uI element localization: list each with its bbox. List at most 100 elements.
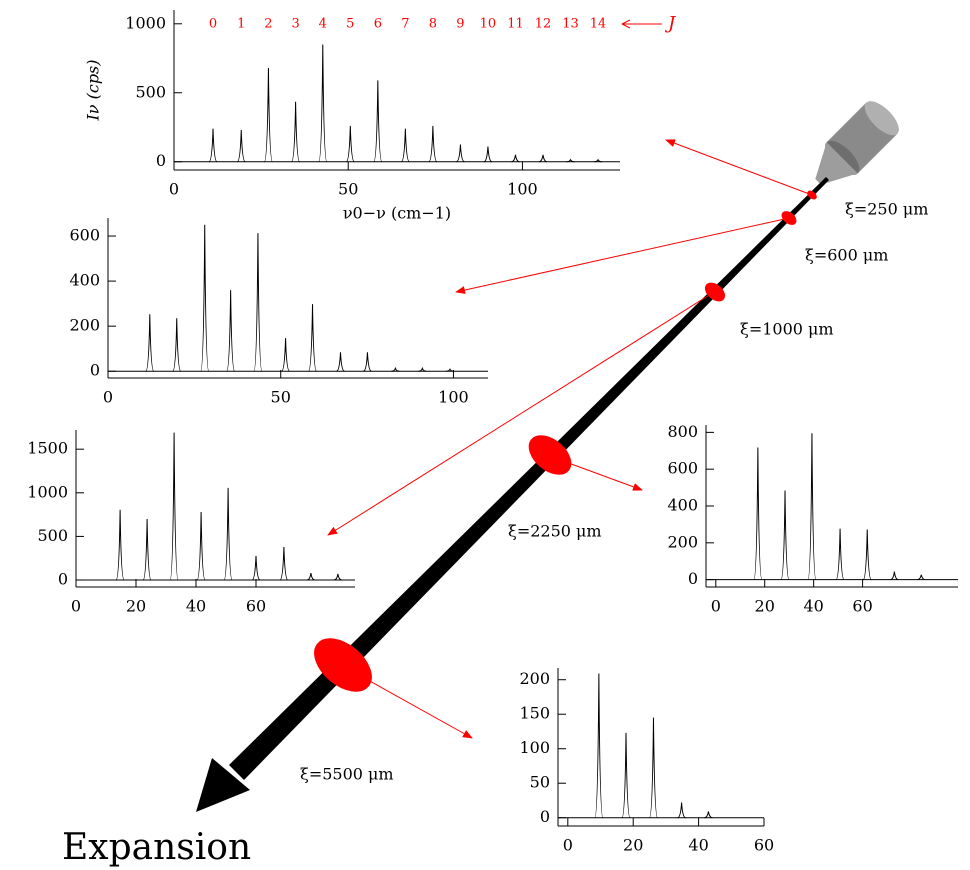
- peak-label: 7: [401, 17, 409, 32]
- peak: [281, 338, 290, 372]
- peak: [704, 811, 713, 819]
- y-tick-label: 200: [667, 532, 698, 551]
- position-label: ξ=600 μm: [805, 246, 888, 265]
- position-label: ξ=5500 μm: [300, 765, 394, 784]
- x-tick-label: 0: [103, 388, 113, 407]
- peak-label: 6: [374, 17, 382, 32]
- peak: [418, 366, 427, 372]
- peak: [308, 304, 318, 372]
- peak: [483, 146, 493, 163]
- peak: [456, 144, 465, 163]
- peak: [401, 128, 410, 163]
- peak: [391, 366, 400, 372]
- peak: [226, 290, 236, 372]
- peak: [345, 125, 355, 163]
- peak: [172, 318, 182, 372]
- peak: [291, 101, 301, 163]
- y-tick-label: 200: [69, 316, 100, 335]
- y-tick-label: 0: [90, 361, 100, 380]
- peak-label-name: J: [664, 13, 677, 34]
- peak-label: 14: [590, 17, 607, 32]
- peak: [336, 352, 345, 372]
- expansion-axis: [229, 177, 829, 780]
- peak: [236, 129, 246, 163]
- x-tick-label: 50: [338, 180, 358, 199]
- y-tick-label: 0: [156, 151, 166, 170]
- peak: [208, 128, 218, 163]
- y-tick-label: 1500: [27, 439, 68, 458]
- peak: [142, 518, 152, 581]
- peak-label: 13: [562, 17, 579, 32]
- peak: [279, 546, 289, 581]
- x-tick-label: 100: [507, 180, 538, 199]
- peak: [917, 574, 926, 581]
- nozzle: [815, 101, 899, 185]
- peak-label: 3: [291, 17, 299, 32]
- position-label: ξ=1000 μm: [740, 320, 834, 339]
- x-tick-label: 40: [688, 836, 708, 855]
- expansion-arrowhead: [196, 758, 250, 812]
- peak: [253, 233, 263, 372]
- x-tick-label: 40: [186, 597, 206, 616]
- peak: [862, 529, 872, 581]
- peak-label-arrowhead: [621, 19, 631, 29]
- peak: [648, 717, 658, 819]
- y-tick-label: 0: [688, 569, 698, 588]
- peak: [566, 158, 575, 163]
- y-tick-label: 500: [37, 526, 68, 545]
- position-label: ξ=250 μm: [845, 200, 928, 219]
- y-tick-label: 200: [519, 669, 550, 688]
- x-tick-label: 60: [754, 836, 774, 855]
- peak-label: 12: [535, 17, 552, 32]
- peak-label: 2: [264, 17, 272, 32]
- x-tick-label: 20: [623, 836, 643, 855]
- y-tick-label: 100: [519, 738, 550, 757]
- peak: [538, 154, 548, 163]
- peak: [333, 573, 342, 581]
- expansion-label: Expansion: [62, 827, 251, 868]
- peak: [318, 44, 328, 163]
- y-tick-label: 50: [530, 773, 550, 792]
- y-tick-label: 400: [69, 271, 100, 290]
- x-tick-label: 20: [126, 597, 146, 616]
- peak: [835, 528, 845, 581]
- peak: [306, 572, 315, 581]
- peak: [251, 555, 261, 581]
- x-tick-label: 100: [438, 388, 469, 407]
- x-tick-label: 0: [169, 180, 179, 199]
- peak-label: 11: [507, 17, 524, 32]
- peak: [621, 732, 631, 819]
- y-tick-label: 1000: [27, 482, 68, 501]
- peak: [196, 511, 206, 581]
- y-tick-label: 400: [667, 496, 698, 515]
- y-tick-label: 0: [58, 570, 68, 589]
- peak: [445, 368, 455, 372]
- y-tick-label: 1000: [125, 13, 166, 32]
- y-tick-label: 150: [519, 704, 550, 723]
- peak: [145, 314, 155, 372]
- peak: [200, 224, 210, 372]
- peak: [363, 352, 372, 372]
- x-axis-label: ν0−ν (cm−1): [343, 204, 451, 223]
- peak-label: 4: [319, 17, 327, 32]
- peak: [807, 433, 817, 581]
- x-tick-label: 20: [755, 597, 775, 616]
- peak: [677, 802, 686, 819]
- peak: [373, 80, 383, 163]
- y-tick-label: 600: [69, 226, 100, 245]
- y-tick-label: 500: [135, 82, 166, 101]
- y-axis-label: Iν (cps): [84, 59, 103, 121]
- peak: [594, 158, 603, 163]
- peak: [594, 673, 604, 819]
- x-tick-label: 40: [803, 597, 823, 616]
- y-tick-label: 800: [667, 422, 698, 441]
- peak-label: 10: [480, 17, 497, 32]
- x-tick-label: 0: [711, 597, 721, 616]
- x-tick-label: 60: [852, 597, 872, 616]
- peak: [753, 447, 763, 581]
- y-tick-label: 600: [667, 459, 698, 478]
- x-tick-label: 50: [271, 388, 291, 407]
- peak-label: 0: [209, 17, 217, 32]
- peak-label: 9: [456, 17, 464, 32]
